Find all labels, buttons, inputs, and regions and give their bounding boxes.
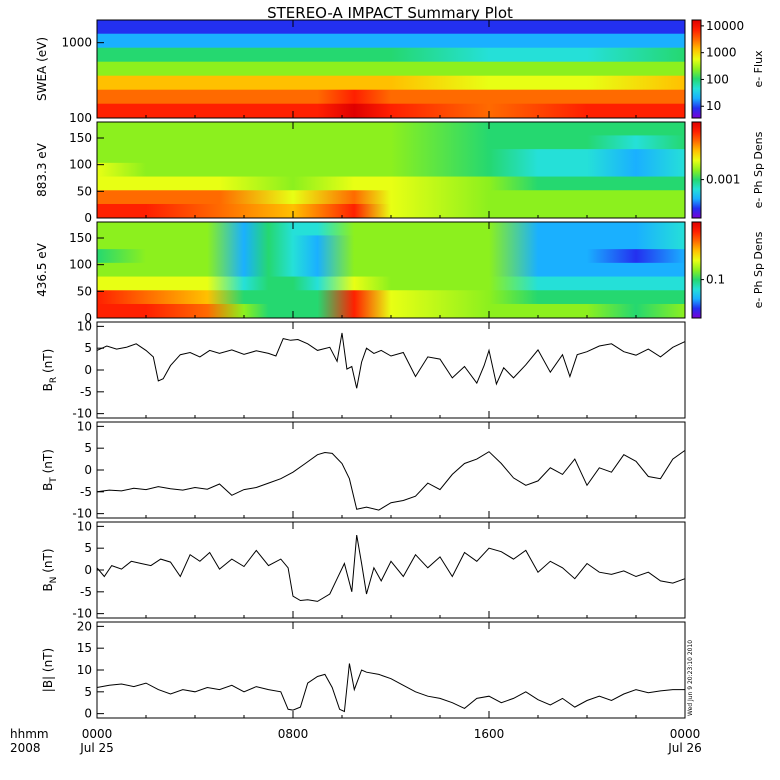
y-tick-label: 0	[84, 363, 92, 377]
heatmap-band	[97, 276, 685, 291]
y-tick-label: 50	[77, 184, 92, 198]
y-tick-label: 0	[84, 211, 92, 225]
heatmap-band	[97, 176, 685, 191]
series-line-bn	[96, 535, 686, 602]
y-axis-label: BR (nT)	[41, 349, 59, 392]
y-tick-label: 5	[84, 541, 92, 555]
y-tick-label: 15	[77, 641, 92, 655]
heatmap-band	[97, 121, 685, 137]
x-axis-left-label-top: hhmm	[10, 727, 49, 741]
y-tick-label: 10	[77, 319, 92, 333]
colorbar-tick-label: 1000	[706, 46, 737, 60]
colorbar-label: e- Ph Sp Dens	[752, 231, 765, 308]
colorbar-tick-label: 10	[706, 99, 721, 113]
panel-frame	[96, 421, 686, 519]
colorbar-tick-label: 0.001	[706, 173, 740, 187]
heatmap-band	[97, 75, 685, 91]
colorbar-tick-label: 100	[706, 72, 729, 86]
series-line-bmag	[96, 663, 685, 713]
panel-bn: -10 -5 0 5 10 BN (nT)	[41, 519, 686, 621]
figure-title: STEREO-A IMPACT Summary Plot	[267, 4, 513, 22]
heatmap-band	[97, 203, 685, 219]
panel-bmag: 0 5 10 15 20 |B| (nT)	[41, 619, 686, 721]
y-tick-label: 50	[77, 284, 92, 298]
y-tick-label: 150	[69, 231, 92, 245]
panel-pad883: 0.001 e- Ph Sp Dens 0 50 100 150 883.3 eV	[35, 121, 765, 225]
colorbar	[691, 121, 702, 219]
heatmap-band	[97, 235, 685, 250]
y-axis-label: 436.5 eV	[35, 242, 49, 297]
x-tick-date: Jul 26	[667, 741, 702, 755]
heatmap-band	[97, 162, 685, 178]
colorbar-label: e- Ph Sp Dens	[752, 131, 765, 208]
y-tick-label: 0	[84, 707, 92, 721]
heatmap-band	[97, 221, 685, 237]
heatmap-band	[97, 303, 685, 319]
panel-bt: -10 -5 0 5 10 BT (nT)	[41, 419, 686, 521]
x-tick-label: 0000	[670, 727, 701, 741]
y-tick-label: -5	[80, 585, 92, 599]
y-tick-label: 0	[84, 563, 92, 577]
heatmap-band	[97, 249, 685, 264]
y-tick-label: -5	[80, 485, 92, 499]
heatmap-band	[97, 19, 685, 35]
y-tick-label: 5	[84, 685, 92, 699]
x-axis-left-label-bottom: 2008	[10, 741, 41, 755]
heatmap-band	[97, 149, 685, 164]
heatmap-band	[97, 61, 685, 77]
y-tick-label: -10	[72, 607, 92, 621]
x-tick-date: Jul 25	[79, 741, 114, 755]
colorbar-tick-label: 0.1	[706, 273, 725, 287]
y-tick-label: 10	[77, 519, 92, 533]
y-tick-label: 1000	[61, 36, 92, 50]
heatmap-band	[97, 47, 685, 63]
series-line-br	[96, 332, 686, 389]
heatmap-band	[97, 190, 685, 205]
panel-frame	[96, 621, 686, 719]
series-line-bt	[96, 449, 686, 511]
y-tick-label: -10	[72, 507, 92, 521]
y-axis-label: |B| (nT)	[41, 648, 55, 692]
y-tick-label: 150	[69, 131, 92, 145]
heatmap-band	[97, 33, 685, 49]
panel-frame	[96, 321, 686, 419]
heatmap-band	[97, 103, 685, 119]
y-tick-label: 5	[84, 441, 92, 455]
y-tick-label: 10	[77, 663, 92, 677]
heatmap-band	[97, 290, 685, 305]
colorbar	[691, 221, 702, 319]
y-tick-label: 100	[69, 158, 92, 172]
y-tick-label: 0	[84, 463, 92, 477]
y-axis-label: BN (nT)	[41, 548, 59, 591]
y-tick-label: 100	[69, 111, 92, 125]
y-axis-label: BT (nT)	[41, 449, 59, 491]
y-tick-label: -5	[80, 385, 92, 399]
colorbar-label: e- Flux	[752, 50, 765, 88]
panel-br: -10 -5 0 5 10 BR (nT)	[41, 319, 686, 421]
y-tick-label: -10	[72, 407, 92, 421]
y-axis-label: SWEA (eV)	[35, 37, 49, 101]
heatmap-band	[97, 135, 685, 150]
y-tick-label: 20	[77, 619, 92, 633]
x-tick-label: 0000	[82, 727, 113, 741]
timestamp-stamp: Wed Jun 9 20:23:10 2010	[687, 640, 694, 716]
colorbar-tick-label: 10000	[706, 19, 744, 33]
y-tick-label: 0	[84, 311, 92, 325]
y-tick-label: 10	[77, 419, 92, 433]
colorbar	[691, 19, 702, 119]
heatmap-band	[97, 262, 685, 278]
y-tick-label: 100	[69, 258, 92, 272]
heatmap-band	[97, 89, 685, 105]
y-axis-label: 883.3 eV	[35, 142, 49, 197]
y-tick-label: 5	[84, 341, 92, 355]
panel-pad436: 0.1 e- Ph Sp Dens 0 50 100 150 436.5 eV	[35, 221, 765, 325]
panel-swea: 10 100 1000 10000 e- Flux 100 1000 SWEA (eV)	[35, 19, 765, 125]
x-tick-label: 1600	[474, 727, 505, 741]
x-tick-label: 0800	[278, 727, 309, 741]
